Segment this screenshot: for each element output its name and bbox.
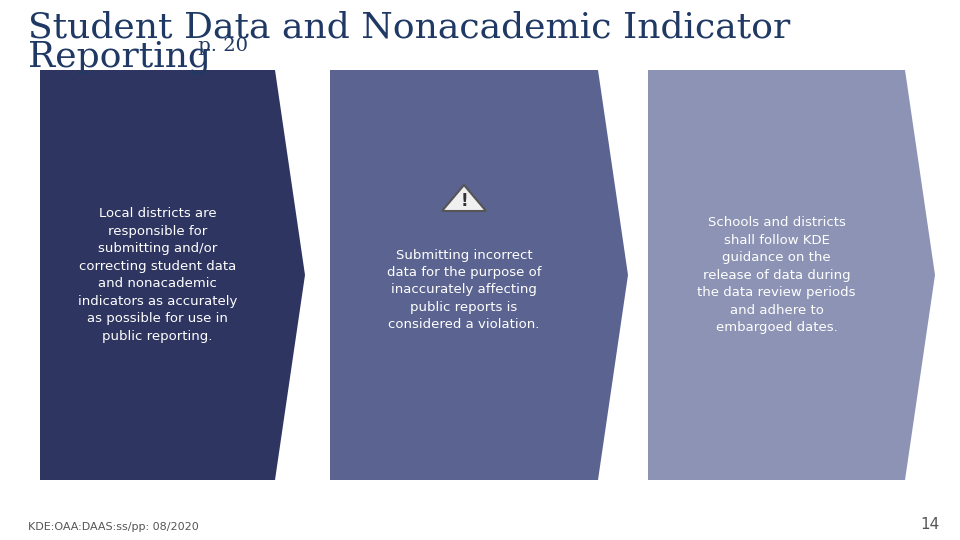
Text: Local districts are
responsible for
submitting and/or
correcting student data
an: Local districts are responsible for subm… — [78, 207, 237, 343]
Text: KDE:OAA:DAAS:ss/pp: 08/2020: KDE:OAA:DAAS:ss/pp: 08/2020 — [28, 522, 199, 532]
Text: Student Data and Nonacademic Indicator: Student Data and Nonacademic Indicator — [28, 10, 790, 44]
Polygon shape — [442, 185, 486, 211]
Text: 14: 14 — [921, 517, 940, 532]
Text: Reporting: Reporting — [28, 40, 211, 74]
Text: p. 20: p. 20 — [192, 37, 248, 55]
Polygon shape — [40, 70, 305, 480]
Text: Submitting incorrect
data for the purpose of
inaccurately affecting
public repor: Submitting incorrect data for the purpos… — [387, 248, 541, 332]
Polygon shape — [330, 70, 628, 480]
Polygon shape — [648, 70, 935, 480]
Text: Schools and districts
shall follow KDE
guidance on the
release of data during
th: Schools and districts shall follow KDE g… — [697, 216, 855, 334]
Text: !: ! — [460, 192, 468, 210]
